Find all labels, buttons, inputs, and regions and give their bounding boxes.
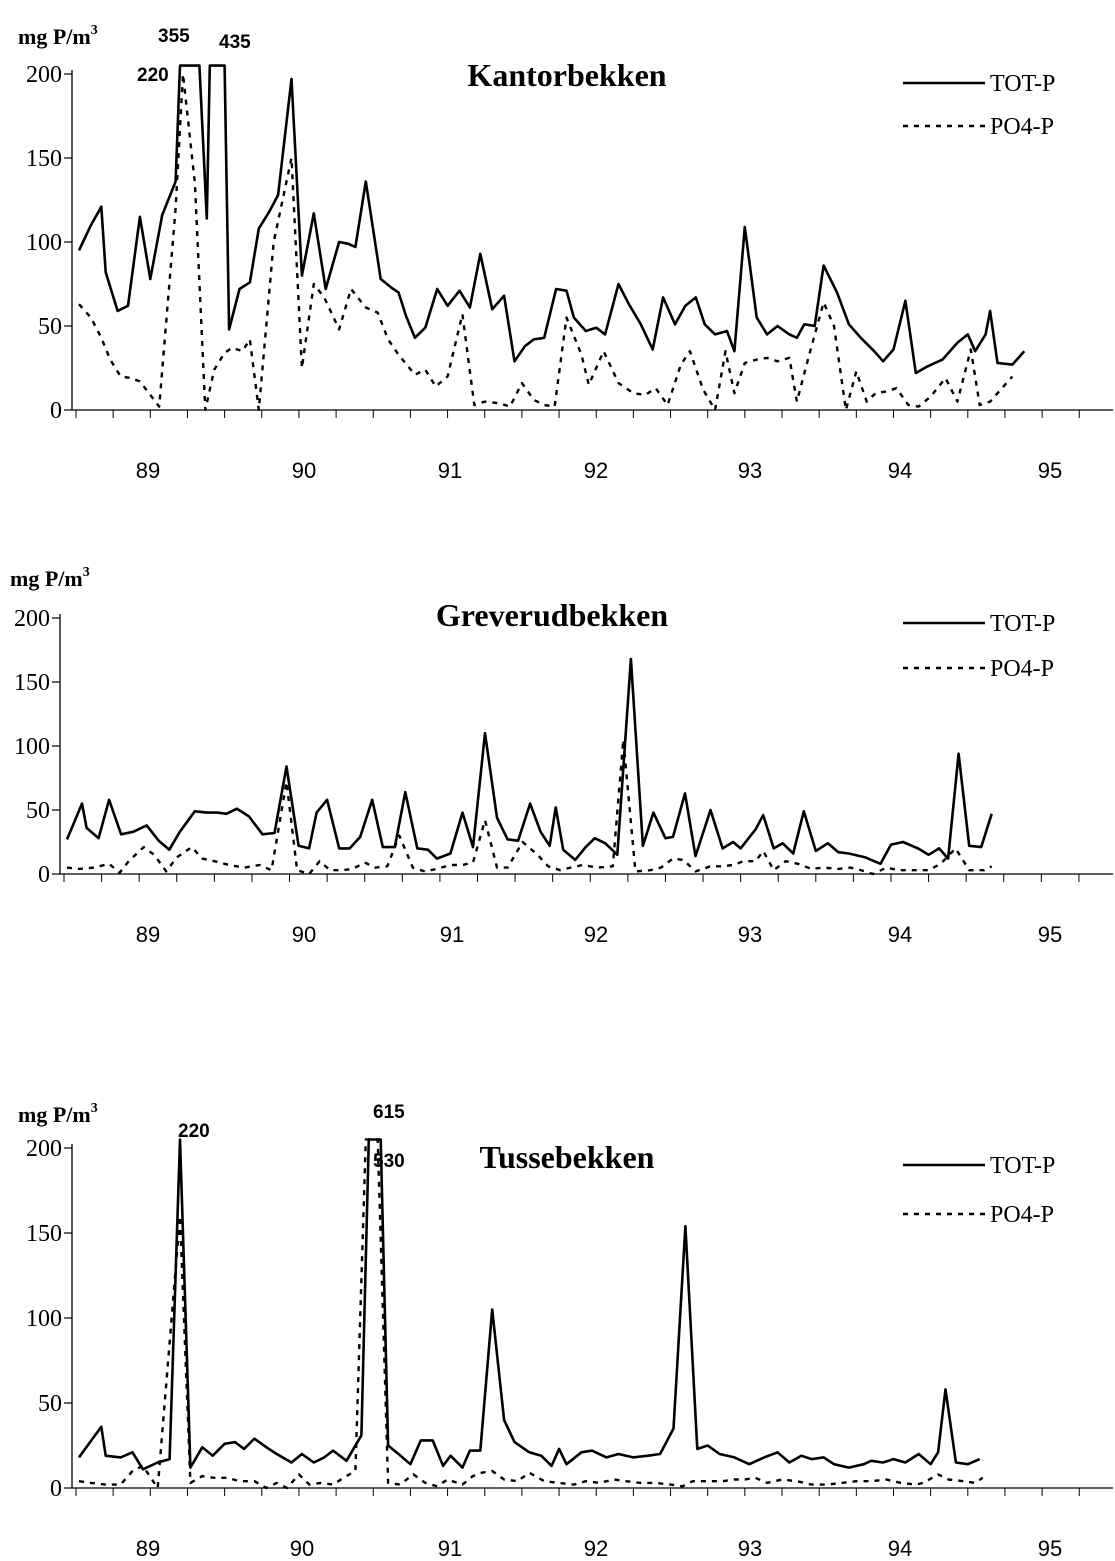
- y-axis-label: mg P/m3: [18, 1101, 98, 1127]
- legend: TOT-P PO4-P: [903, 71, 1055, 140]
- series-line-tot-p: [65, 657, 993, 866]
- x-tick-label: 94: [888, 1536, 912, 1561]
- x-tick-label: 94: [888, 922, 912, 947]
- y-axis-label-text: mg P/m: [10, 566, 83, 591]
- x-tick-label: 95: [1038, 922, 1062, 947]
- series-line-po4-p: [78, 72, 1014, 412]
- chart-title: Kantorbekken: [467, 57, 666, 93]
- series-line-tot-p: [77, 64, 1026, 375]
- y-tick-label: 50: [26, 798, 50, 824]
- y-tick-label: 150: [26, 1221, 62, 1247]
- x-tick-label: 93: [738, 458, 762, 483]
- y-axis-label: mg P/m3: [18, 23, 98, 49]
- y-axis-label-superscript: 3: [91, 1101, 98, 1116]
- legend-label-tot-p: TOT-P: [990, 1153, 1055, 1179]
- legend-label-tot-p: TOT-P: [990, 611, 1055, 637]
- chart-title: Greverudbekken: [436, 597, 669, 633]
- y-tick-label: 150: [26, 146, 62, 172]
- x-tick-label: 90: [290, 1536, 314, 1561]
- legend-label-tot-p: TOT-P: [990, 71, 1055, 97]
- y-tick-label: 200: [26, 62, 62, 88]
- x-tick-label: 91: [438, 458, 462, 483]
- series-line-po4-p: [66, 738, 993, 876]
- y-tick-label: 100: [14, 734, 50, 760]
- y-tick-label: 150: [14, 670, 50, 696]
- peak-annotation: 220: [137, 65, 169, 86]
- x-tick-label: 91: [438, 1536, 462, 1561]
- chart-panel-3: 0 50 100 150 200 89 90 91 92 93 94 95 mg P/m3 Tussebe…: [18, 1101, 1113, 1561]
- x-tick-label: 90: [292, 458, 316, 483]
- y-tick-label: 0: [50, 1476, 62, 1502]
- x-tick-label: 92: [584, 1536, 608, 1561]
- x-tick-label: 93: [738, 922, 762, 947]
- x-tick-label: 95: [1038, 458, 1062, 483]
- legend-label-po4-p: PO4-P: [990, 656, 1054, 682]
- chart-panel-1: 0 50 100 150 200 89 90 91 92 93 94 95 mg P/m3 Kantorb…: [18, 23, 1113, 483]
- y-tick-label: 0: [38, 862, 50, 888]
- peak-annotation: 355: [158, 26, 190, 47]
- y-axis-label-text: mg P/m: [18, 24, 91, 49]
- legend: TOT-P PO4-P: [903, 611, 1055, 682]
- y-tick-label: 200: [26, 1136, 62, 1162]
- y-axis-label-superscript: 3: [83, 565, 90, 580]
- x-tick-label: 92: [584, 458, 608, 483]
- chart-title: Tussebekken: [480, 1139, 655, 1175]
- x-tick-label: 93: [738, 1536, 762, 1561]
- x-tick-label: 92: [584, 922, 608, 947]
- series-line-po4-p: [78, 1138, 984, 1490]
- x-tick-label: 89: [136, 922, 160, 947]
- y-tick-label: 200: [14, 606, 50, 632]
- peak-annotation: 615: [373, 1102, 405, 1123]
- x-tick-label: 89: [136, 458, 160, 483]
- peak-annotation: 220: [178, 1121, 210, 1142]
- series-line-tot-p: [77, 1138, 981, 1471]
- x-tick-label: 95: [1038, 1536, 1062, 1561]
- x-tick-label: 91: [440, 922, 464, 947]
- x-tick-label: 94: [888, 458, 912, 483]
- peak-annotation: 530: [373, 1151, 405, 1172]
- y-axis-label-superscript: 3: [91, 23, 98, 38]
- y-axis-label-text: mg P/m: [18, 1102, 91, 1127]
- y-tick-label: 50: [38, 314, 62, 340]
- legend: TOT-P PO4-P: [903, 1153, 1055, 1228]
- x-tick-label: 89: [136, 1536, 160, 1561]
- x-tick-label: 90: [292, 922, 316, 947]
- y-tick-label: 100: [26, 230, 62, 256]
- legend-label-po4-p: PO4-P: [990, 114, 1054, 140]
- peak-annotation: 435: [219, 32, 251, 53]
- y-tick-label: 100: [26, 1306, 62, 1332]
- chart-panel-2: 0 50 100 150 200 89 90 91 92 93 94 95 mg P/m3 Greveru…: [10, 565, 1113, 947]
- y-axis-label: mg P/m3: [10, 565, 90, 591]
- y-tick-label: 50: [38, 1391, 62, 1417]
- legend-label-po4-p: PO4-P: [990, 1202, 1054, 1228]
- y-tick-label: 0: [50, 398, 62, 424]
